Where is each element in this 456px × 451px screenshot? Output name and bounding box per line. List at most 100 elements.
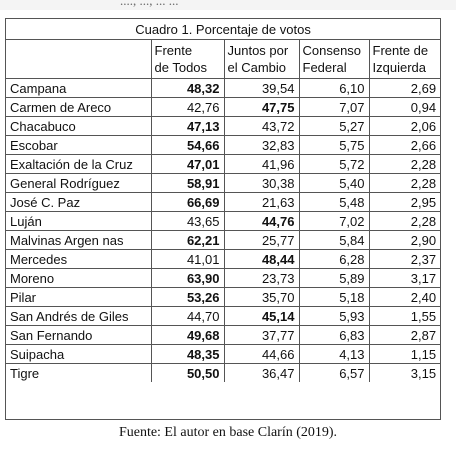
vote-percentage-cell: 47,75 <box>223 97 300 117</box>
vote-percentage-cell: 5,93 <box>298 306 370 326</box>
municipality-name: Escobar <box>6 135 152 155</box>
vote-percentage-cell: 54,66 <box>150 135 225 155</box>
cutoff-text: ...., ..., ... ... <box>120 0 179 8</box>
vote-percentage-cell: 62,21 <box>150 230 225 250</box>
municipality-name: General Rodríguez <box>6 173 152 193</box>
vote-percentage-cell: 50,50 <box>150 363 225 382</box>
previous-text-cutoff: ...., ..., ... ... <box>0 0 456 10</box>
municipality-name: San Fernando <box>6 325 152 345</box>
vote-percentage-cell: 58,91 <box>150 173 225 193</box>
vote-percentage-cell: 44,76 <box>223 211 300 231</box>
vote-percentage-cell: 35,70 <box>223 287 300 307</box>
vote-percentage-cell: 2,06 <box>368 116 441 136</box>
column-header-line: Juntos por <box>227 43 289 58</box>
municipality-name: Mercedes <box>6 249 152 269</box>
vote-percentage-cell: 2,28 <box>368 211 441 231</box>
municipality-name: Exaltación de la Cruz <box>6 154 152 174</box>
vote-percentage-cell: 63,90 <box>150 268 225 288</box>
vote-percentage-cell: 32,83 <box>223 135 300 155</box>
column-header-line: Frente de <box>372 43 429 58</box>
vote-percentage-cell: 5,75 <box>298 135 370 155</box>
vote-percentage-cell: 30,38 <box>223 173 300 193</box>
table-row: Chacabuco 47,13 43,72 5,27 2,06 <box>6 116 441 136</box>
table-row: San Fernando 49,68 37,77 6,83 2,87 <box>6 325 441 345</box>
vote-percentage-cell: 2,95 <box>368 192 441 212</box>
vote-percentage-cell: 1,55 <box>368 306 441 326</box>
table-caption: Cuadro 1. Porcentaje de votos <box>6 19 441 40</box>
table-row: José C. Paz 66,69 21,63 5,48 2,95 <box>6 192 441 212</box>
vote-percentage-cell: 2,90 <box>368 230 441 250</box>
vote-percentage-cell: 43,65 <box>150 211 225 231</box>
vote-percentage-cell: 66,69 <box>150 192 225 212</box>
municipality-name: Moreno <box>6 268 152 288</box>
column-header-line: Federal <box>302 60 347 75</box>
vote-percentage-cell: 2,40 <box>368 287 441 307</box>
vote-percentage-cell: 47,01 <box>150 154 225 174</box>
vote-percentage-cell: 4,13 <box>298 344 370 364</box>
municipality-name: Tigre <box>6 363 152 382</box>
table-row: Suipacha 48,35 44,66 4,13 1,15 <box>6 344 441 364</box>
vote-percentage-cell: 37,77 <box>223 325 300 345</box>
vote-percentage-cell: 6,57 <box>298 363 370 382</box>
table-row: General Rodríguez 58,91 30,38 5,40 2,28 <box>6 173 441 193</box>
table-row: Malvinas Argen nas 62,21 25,77 5,84 2,90 <box>6 230 441 250</box>
municipality-name: Luján <box>6 211 152 231</box>
votes-table-container: Cuadro 1. Porcentaje de votos Frente de … <box>5 18 441 420</box>
vote-percentage-cell: 5,72 <box>298 154 370 174</box>
vote-percentage-cell: 39,54 <box>223 78 300 98</box>
column-header-juntos-por-el-cambio: Juntos por el Cambio <box>223 39 300 79</box>
vote-percentage-cell: 7,07 <box>298 97 370 117</box>
column-header-row: Frente de Todos Juntos por el Cambio Con… <box>6 39 441 79</box>
vote-percentage-cell: 1,15 <box>368 344 441 364</box>
column-header-line: Izquierda <box>372 60 426 75</box>
vote-percentage-cell: 41,01 <box>150 249 225 269</box>
column-header-line: de Todos <box>154 60 208 75</box>
vote-percentage-cell: 53,26 <box>150 287 225 307</box>
vote-percentage-cell: 47,13 <box>150 116 225 136</box>
table-row: Luján 43,65 44,76 7,02 2,28 <box>6 211 441 231</box>
column-header-line: Frente <box>154 43 193 58</box>
column-header-line: el Cambio <box>227 60 287 75</box>
municipality-name: Pilar <box>6 287 152 307</box>
vote-percentage-cell: 45,14 <box>223 306 300 326</box>
vote-percentage-cell: 6,28 <box>298 249 370 269</box>
vote-percentage-cell: 48,35 <box>150 344 225 364</box>
vote-percentage-cell: 25,77 <box>223 230 300 250</box>
vote-percentage-cell: 2,87 <box>368 325 441 345</box>
vote-percentage-cell: 41,96 <box>223 154 300 174</box>
vote-percentage-cell: 5,18 <box>298 287 370 307</box>
vote-percentage-cell: 5,84 <box>298 230 370 250</box>
votes-table: Cuadro 1. Porcentaje de votos Frente de … <box>6 19 441 382</box>
vote-percentage-cell: 0,94 <box>368 97 441 117</box>
table-row: Mercedes 41,01 48,44 6,28 2,37 <box>6 249 441 269</box>
table-row: Campana 48,32 39,54 6,10 2,69 <box>6 78 441 98</box>
vote-percentage-cell: 49,68 <box>150 325 225 345</box>
caption-row: Cuadro 1. Porcentaje de votos <box>6 19 441 40</box>
table-row: Tigre 50,50 36,47 6,57 3,15 <box>6 363 441 382</box>
table-row: Carmen de Areco 42,76 47,75 7,07 0,94 <box>6 97 441 117</box>
vote-percentage-cell: 2,69 <box>368 78 441 98</box>
vote-percentage-cell: 48,32 <box>150 78 225 98</box>
table-row: Moreno 63,90 23,73 5,89 3,17 <box>6 268 441 288</box>
vote-percentage-cell: 6,10 <box>298 78 370 98</box>
vote-percentage-cell: 7,02 <box>298 211 370 231</box>
vote-percentage-cell: 2,66 <box>368 135 441 155</box>
table-row: Pilar 53,26 35,70 5,18 2,40 <box>6 287 441 307</box>
vote-percentage-cell: 2,28 <box>368 173 441 193</box>
column-header-consenso-federal: Consenso Federal <box>298 39 370 79</box>
column-header-line: Consenso <box>302 43 362 58</box>
vote-percentage-cell: 5,27 <box>298 116 370 136</box>
vote-percentage-cell: 42,76 <box>150 97 225 117</box>
vote-percentage-cell: 36,47 <box>223 363 300 382</box>
municipality-name: Malvinas Argen nas <box>6 230 152 250</box>
vote-percentage-cell: 21,63 <box>223 192 300 212</box>
table-row: Exaltación de la Cruz 47,01 41,96 5,72 2,28 <box>6 154 441 174</box>
vote-percentage-cell: 3,17 <box>368 268 441 288</box>
table-row: Escobar 54,66 32,83 5,75 2,66 <box>6 135 441 155</box>
vote-percentage-cell: 2,37 <box>368 249 441 269</box>
vote-percentage-cell: 44,70 <box>150 306 225 326</box>
municipality-name: San Andrés de Giles <box>6 306 152 326</box>
column-header-frente-de-izquierda: Frente de Izquierda <box>368 39 441 79</box>
vote-percentage-cell: 5,89 <box>298 268 370 288</box>
table-body: Campana 48,32 39,54 6,10 2,69 Carmen de Areco… <box>6 78 441 382</box>
